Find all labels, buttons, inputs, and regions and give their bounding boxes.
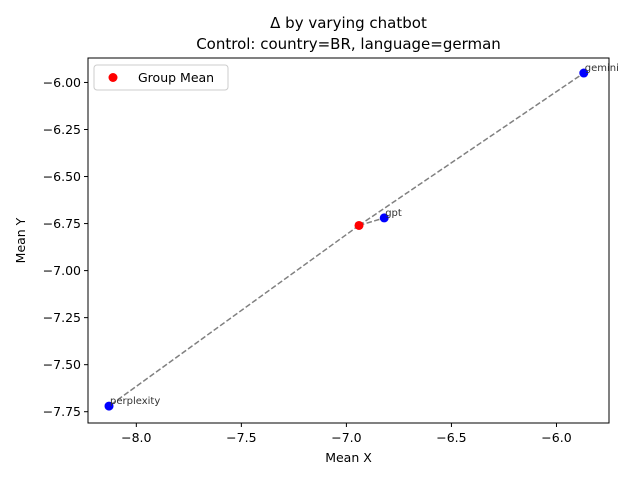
data-point [379, 213, 389, 223]
legend: Group Mean [93, 64, 229, 91]
data-point [579, 68, 589, 78]
connector-line [108, 224, 360, 407]
legend-label: Group Mean [138, 70, 214, 85]
group-mean-point [354, 220, 364, 230]
x-tick-label: −6.5 [436, 430, 466, 445]
chart-title: Δ by varying chatbot [270, 14, 427, 32]
y-axis-label: Mean Y [13, 217, 28, 263]
x-tick-label: −7.5 [226, 430, 256, 445]
data-point [104, 401, 114, 411]
chart-subtitle: Control: country=BR, language=german [196, 35, 501, 53]
connector-lines [108, 72, 585, 407]
x-tick-label: −8.0 [121, 430, 151, 445]
x-tick-label: −6.0 [541, 430, 571, 445]
y-tick-label: −6.00 [43, 75, 81, 90]
point-label: perplexity [110, 396, 160, 407]
legend-box [93, 64, 229, 91]
y-axis-ticks: −6.00 −6.25 −6.50 −6.75 −7.00 −7.25 −7.50 −7.75 [43, 75, 88, 419]
y-tick-label: −7.25 [43, 310, 81, 325]
legend-marker [108, 73, 118, 82]
y-tick-label: −7.75 [43, 404, 81, 419]
y-tick-label: −7.50 [43, 357, 81, 372]
y-tick-label: −6.25 [43, 122, 81, 137]
y-tick-label: −6.50 [43, 169, 81, 184]
x-axis-ticks: −8.0 −7.5 −7.0 −6.5 −6.0 [121, 423, 572, 445]
point-label: gemini [585, 63, 619, 74]
plot-area [87, 57, 610, 424]
point-label: gpt [385, 208, 402, 219]
x-axis-label: Mean X [325, 450, 372, 465]
data-points: gemini gpt perplexity [104, 63, 619, 411]
connector-line [358, 72, 585, 227]
y-tick-label: −6.75 [43, 216, 81, 231]
y-tick-label: −7.00 [43, 263, 81, 278]
x-tick-label: −7.0 [331, 430, 361, 445]
